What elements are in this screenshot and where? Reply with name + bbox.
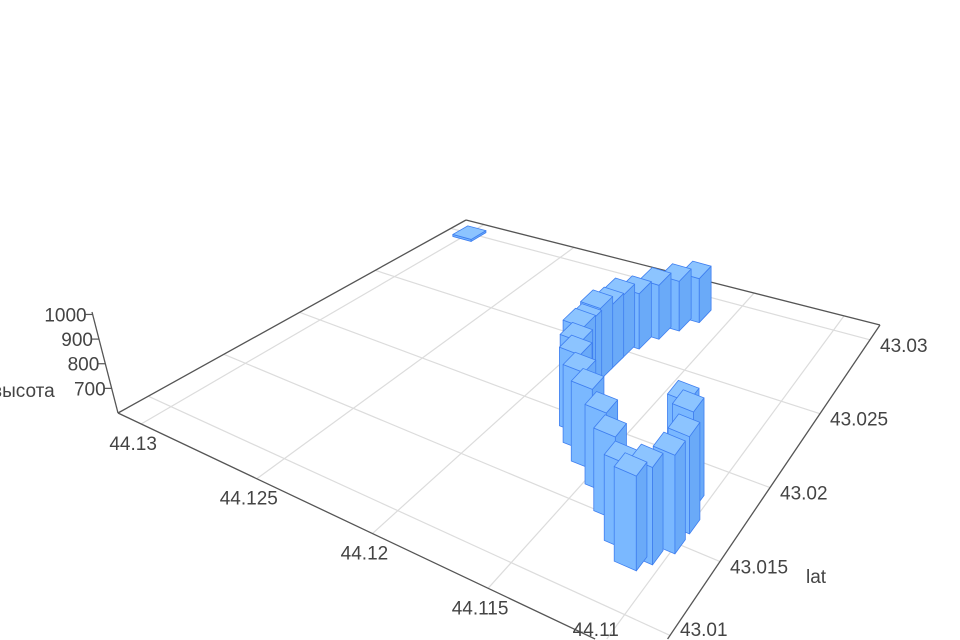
bar-side xyxy=(674,440,686,555)
floor-edge xyxy=(117,219,467,414)
z-tick-label: 800 xyxy=(68,355,100,376)
bar-side xyxy=(622,283,636,359)
bar-side xyxy=(600,296,614,381)
bar xyxy=(452,225,487,242)
grid-line-lon xyxy=(140,224,485,425)
bar-top xyxy=(672,389,705,413)
x-tick-label: 44.13 xyxy=(109,434,157,455)
grid-line-lon xyxy=(606,315,845,640)
bar xyxy=(613,452,648,572)
bar-top xyxy=(452,225,487,240)
bar-side xyxy=(611,293,625,370)
z-tick-label: 700 xyxy=(74,379,106,400)
bar-side xyxy=(613,466,637,572)
x-tick-label: 44.11 xyxy=(573,620,619,640)
bar-top xyxy=(584,391,619,414)
bar-top xyxy=(652,431,686,456)
bar-top xyxy=(562,351,597,374)
x-tick-label: 44.125 xyxy=(220,489,278,510)
y-axis-title: lat xyxy=(806,567,827,588)
bar-top xyxy=(570,368,605,390)
bar-side xyxy=(689,422,701,535)
z-tick-label: 900 xyxy=(61,330,93,351)
bars xyxy=(452,225,712,572)
tick-labels: 44.11 44.115 44.12 44.125 44.13 43.01 43.015 43… xyxy=(0,305,928,640)
z-axis-line xyxy=(91,311,119,414)
y-tick-label: 43.02 xyxy=(780,484,828,505)
y-tick-label: 43.03 xyxy=(880,336,928,357)
x-tick-label: 44.115 xyxy=(452,598,509,619)
z-tick-label: 1000 xyxy=(44,305,86,326)
y-tick-label: 43.025 xyxy=(830,410,888,431)
x-tick-label: 44.12 xyxy=(341,544,389,565)
bar-top xyxy=(593,414,627,438)
y-tick-label: 43.015 xyxy=(730,558,788,579)
bar-side xyxy=(635,461,648,572)
grid-line-lon xyxy=(256,246,575,480)
bar-side xyxy=(652,452,664,566)
bar-top xyxy=(613,452,648,477)
floor-edge xyxy=(667,324,881,640)
z-axis-title: высота xyxy=(0,381,55,402)
bar-top xyxy=(580,289,614,309)
bar-top xyxy=(667,413,701,438)
grid-line-lat xyxy=(148,395,671,636)
axes xyxy=(85,219,881,640)
bar-top xyxy=(559,334,593,356)
floor-edge xyxy=(117,412,596,640)
y-tick-label: 43.01 xyxy=(680,620,728,640)
